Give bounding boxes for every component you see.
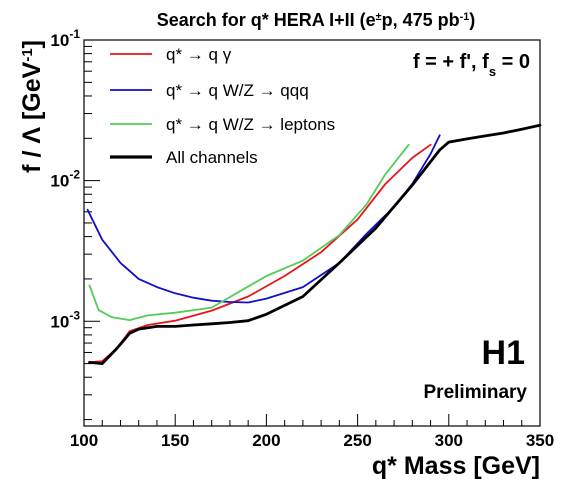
y-tick-label: 10-3 — [50, 308, 80, 331]
plot-curves — [86, 123, 542, 365]
x-tick-label: 200 — [252, 431, 280, 450]
curve-leptons — [88, 143, 410, 321]
legend-label-qgamma: q* → q γ — [166, 45, 232, 64]
x-ticks: 100 150 200 250 300 350 — [70, 414, 554, 450]
y-tick-label: 10-1 — [50, 27, 80, 50]
x-tick-label: 150 — [161, 431, 189, 450]
legend-label-qqq: q* → q W/Z → qqq — [166, 81, 309, 100]
legend: q* → q γ q* → q W/Z → qqq q* → q W/Z → l… — [110, 45, 335, 167]
curve-all-channels — [88, 123, 542, 365]
experiment-label: H1 — [482, 334, 525, 372]
x-tick-label: 300 — [435, 431, 463, 450]
x-tick-label: 350 — [526, 431, 554, 450]
x-axis-title: q* Mass [GeV] — [372, 452, 540, 480]
y-ticks: 10-3 10-2 10-1 — [50, 27, 100, 421]
plot-frame — [83, 39, 541, 427]
y-tick-label: 10-2 — [50, 168, 80, 191]
x-tick-label: 250 — [343, 431, 371, 450]
chart-title: Search for q* HERA I+II (e±p, 475 pb-1) — [157, 10, 475, 30]
y-axis-title: f / Λ [GeV-1] — [18, 40, 46, 173]
coupling-annotation: f = + f', fs = 0 — [413, 51, 530, 79]
x-tick-label: 100 — [70, 431, 98, 450]
legend-label-all: All channels — [166, 148, 258, 167]
status-label: Preliminary — [424, 382, 528, 403]
legend-label-leptons: q* → q W/Z → leptons — [166, 115, 335, 134]
